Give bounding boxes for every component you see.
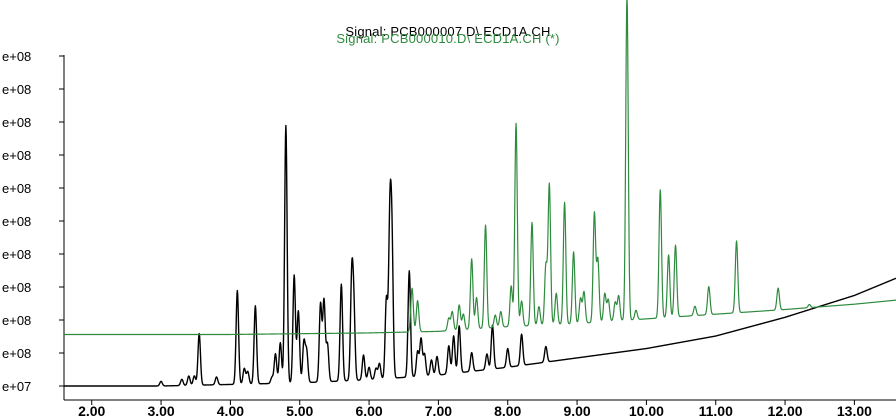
signal-1-title: Signal: PCB000007.D\ ECD1A.CH <box>345 24 551 39</box>
y-tick-label: e+08 <box>2 280 31 295</box>
y-tick-label: e+08 <box>2 346 31 361</box>
x-tick-label: 8.00 <box>494 403 521 418</box>
x-tick-label: 11.00 <box>699 403 733 418</box>
y-tick-label: e+08 <box>2 181 31 196</box>
x-tick-label: 4.00 <box>217 403 244 418</box>
y-tick-label: e+08 <box>2 313 31 328</box>
x-tick-label: 12.00 <box>768 403 803 418</box>
y-tick-label: e+08 <box>2 115 31 130</box>
x-tick-label: 5.00 <box>286 403 313 418</box>
x-tick-label: 2.00 <box>78 403 105 418</box>
trace-signal-1 <box>63 124 896 387</box>
y-tick-label: e+08 <box>2 247 31 262</box>
y-tick-label: e+08 <box>2 148 31 163</box>
x-tick-label: 9.00 <box>563 403 590 418</box>
x-tick-label: 13.00 <box>837 403 872 418</box>
x-tick-label: 6.00 <box>355 403 382 418</box>
signal-2-title: Signal: PCB000010.D\ ECD1A.CH (*) <box>336 31 560 46</box>
x-tick-label: 10.00 <box>629 403 664 418</box>
y-tick-label: e+08 <box>2 82 31 97</box>
y-tick-label: e+08 <box>2 49 31 64</box>
x-tick-label: 7.00 <box>425 403 452 418</box>
x-tick-label: 3.00 <box>147 403 174 418</box>
y-tick-label: e+08 <box>2 214 31 229</box>
trace-signal-2 <box>63 0 896 336</box>
y-tick-label: e+07 <box>2 379 31 394</box>
